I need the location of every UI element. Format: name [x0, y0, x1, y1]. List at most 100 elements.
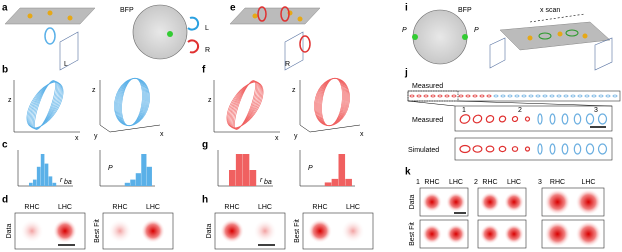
spot	[544, 221, 571, 247]
polarization-ellipse	[556, 94, 562, 98]
polarization-ellipse	[465, 94, 471, 98]
histogram-bar	[324, 182, 332, 186]
trajectory	[227, 81, 263, 129]
shape	[299, 35, 311, 53]
shape	[565, 29, 579, 37]
panel-k: k Data Best Fit 1 RHC LHC 2 RHC LHC 3 RHC LHC	[405, 167, 605, 249]
spot	[480, 192, 500, 212]
label: L	[205, 25, 209, 32]
label: Data	[206, 224, 213, 239]
histogram-bar	[48, 176, 53, 186]
shape	[529, 13, 586, 23]
label: y	[294, 133, 298, 140]
panel-i: i BFP P P x scan	[402, 3, 613, 71]
polarization-ellipse	[485, 115, 495, 123]
polarization-ellipse	[511, 115, 519, 123]
label: P	[402, 27, 407, 34]
axis	[99, 80, 161, 133]
histogram-bar	[242, 154, 250, 186]
trajectory	[314, 78, 350, 126]
label: P	[474, 27, 479, 34]
histogram-bar	[141, 154, 147, 186]
label: j	[404, 68, 408, 79]
spot	[108, 219, 132, 243]
histogram-bar	[36, 166, 41, 186]
label: d	[2, 195, 8, 206]
label: BFP	[458, 7, 472, 14]
label: b	[2, 65, 8, 76]
label: r	[60, 177, 63, 184]
shape	[407, 90, 621, 102]
polarization-ellipse	[459, 114, 471, 124]
polarization-ellipse	[573, 143, 582, 155]
label: Measured	[412, 117, 443, 124]
shape	[412, 34, 418, 40]
shape	[132, 4, 188, 60]
label: RHC	[312, 204, 327, 211]
shape	[457, 100, 613, 107]
shape	[67, 15, 73, 21]
shape	[59, 31, 79, 71]
polarization-ellipse	[472, 94, 478, 98]
shape	[167, 31, 173, 37]
polarization-ellipse	[612, 94, 618, 98]
polarization-ellipse	[563, 94, 569, 98]
spot	[422, 224, 442, 244]
label: h	[202, 195, 208, 206]
polarization-ellipse	[521, 94, 527, 98]
label: RHC	[224, 204, 239, 211]
polarization-ellipse	[537, 143, 543, 155]
label: RHC	[24, 204, 39, 211]
trajectory	[27, 81, 63, 129]
spot	[20, 219, 44, 243]
label: LHC	[146, 204, 160, 211]
label: 1	[416, 179, 420, 186]
label: LHC	[346, 204, 360, 211]
shape	[44, 27, 56, 45]
histogram-bar	[135, 173, 141, 186]
label: x	[160, 131, 164, 138]
label: i	[405, 3, 408, 14]
shape: 1 RHC LHC 2 RHC LHC 3 RHC LHC	[416, 179, 605, 249]
label: z	[292, 87, 296, 94]
label: BFP	[120, 7, 134, 14]
shape	[257, 6, 267, 22]
label: x	[275, 135, 279, 142]
polarization-ellipse	[542, 94, 548, 98]
shape	[407, 90, 459, 102]
spot	[253, 219, 277, 243]
spot	[504, 224, 524, 244]
histogram-bar	[52, 182, 57, 186]
label: RHC	[112, 204, 127, 211]
polarization-ellipse	[507, 94, 513, 98]
label: 3	[538, 179, 542, 186]
shape	[407, 100, 456, 107]
polarization-ellipse	[524, 146, 531, 152]
histogram-bar	[345, 178, 352, 186]
label: Data	[6, 224, 13, 239]
shape	[297, 16, 303, 22]
polarization-ellipse	[597, 113, 608, 125]
shape	[187, 16, 200, 31]
polarization-ellipse	[485, 145, 495, 153]
shape	[280, 6, 290, 22]
label: z	[208, 97, 212, 104]
spot	[220, 219, 244, 243]
label: L	[64, 61, 68, 68]
polarization-ellipse	[549, 94, 555, 98]
shape	[538, 32, 552, 40]
label: 1	[462, 107, 466, 114]
label: k	[405, 167, 411, 178]
label: Simulated	[408, 147, 439, 154]
label: z	[8, 97, 12, 104]
shape	[47, 10, 53, 16]
polarization-ellipse	[585, 143, 595, 155]
label: ba	[264, 179, 272, 186]
polarization-ellipse	[561, 113, 569, 125]
polarization-ellipse	[498, 115, 507, 123]
label: r	[260, 177, 263, 184]
polarization-ellipse	[537, 113, 543, 125]
shape	[454, 137, 613, 161]
label: e	[230, 3, 236, 14]
polarization-ellipse	[597, 143, 608, 155]
